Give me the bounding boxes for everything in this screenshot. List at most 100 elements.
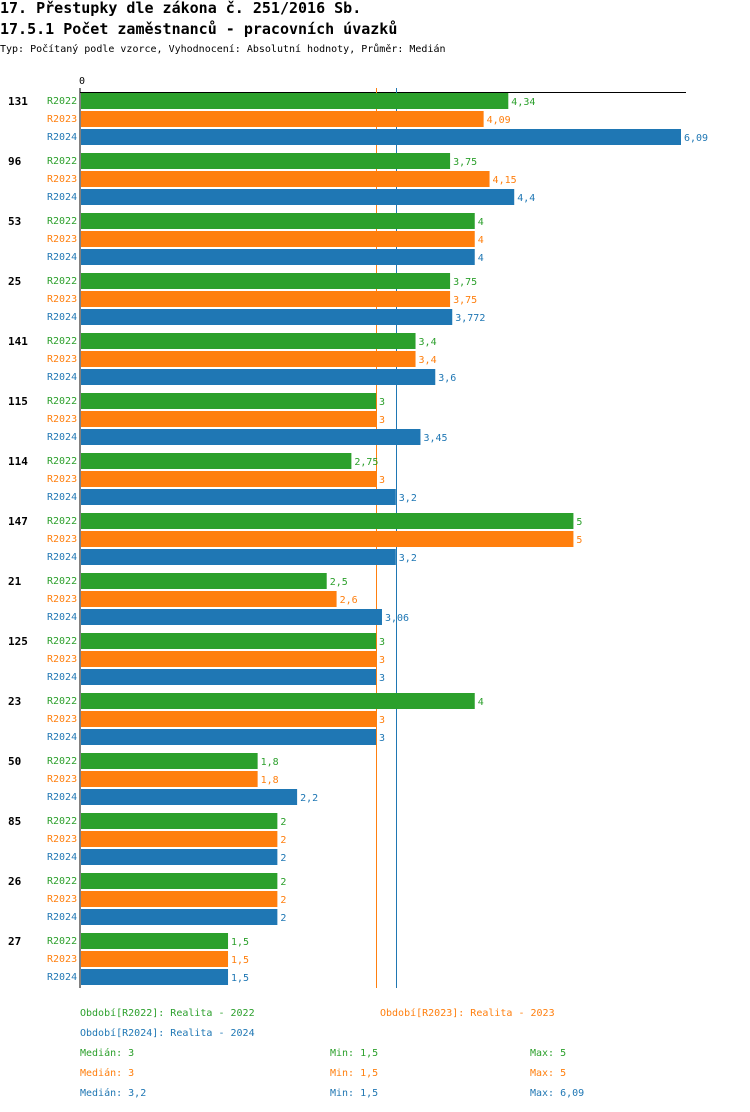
category-label: 125 [8, 635, 28, 648]
category-label: 85 [8, 815, 21, 828]
series-label-r2024: R2024 [47, 792, 77, 803]
value-label-r2023: 2 [280, 895, 286, 906]
stat-max-r2023: Max: 5 [530, 1068, 567, 1079]
bar-r2023 [81, 291, 451, 307]
category-label: 141 [8, 335, 28, 348]
value-label-r2022: 2 [280, 817, 286, 828]
legend-period-r2024: Období[R2024]: Realita - 2024 [80, 1028, 255, 1039]
series-label-r2023: R2023 [47, 354, 77, 365]
bar-r2023 [81, 231, 475, 247]
value-label-r2023: 2 [280, 835, 286, 846]
series-label-r2022: R2022 [47, 276, 77, 287]
stat-min-r2022: Min: 1,5 [330, 1048, 379, 1059]
value-label-r2023: 1,8 [261, 775, 279, 786]
value-label-r2022: 2,75 [354, 457, 378, 468]
series-label-r2023: R2023 [47, 714, 77, 725]
value-label-r2024: 2,2 [300, 793, 318, 804]
series-label-r2023: R2023 [47, 114, 77, 125]
value-label-r2024: 3,45 [423, 433, 447, 444]
bar-r2023 [81, 891, 278, 907]
category-label: 131 [8, 95, 28, 108]
category-label: 26 [8, 875, 22, 888]
bar-r2024 [81, 549, 396, 565]
series-label-r2023: R2023 [47, 414, 77, 425]
bar-r2024 [81, 369, 436, 385]
series-label-r2023: R2023 [47, 774, 77, 785]
value-label-r2023: 3,75 [453, 295, 477, 306]
series-label-r2022: R2022 [47, 156, 77, 167]
value-label-r2022: 1,5 [231, 937, 249, 948]
series-label-r2023: R2023 [47, 534, 77, 545]
value-label-r2024: 3,2 [399, 553, 417, 564]
bar-r2023 [81, 951, 229, 967]
bar-r2023 [81, 351, 416, 367]
series-label-r2024: R2024 [47, 732, 77, 743]
series-label-r2024: R2024 [47, 672, 77, 683]
series-label-r2022: R2022 [47, 336, 77, 347]
series-label-r2023: R2023 [47, 294, 77, 305]
legend-period-r2023: Období[R2023]: Realita - 2023 [380, 1008, 555, 1019]
bar-r2024 [81, 609, 382, 625]
bar-r2023 [81, 831, 278, 847]
series-label-r2022: R2022 [47, 756, 77, 767]
stat-median-r2024: Medián: 3,2 [80, 1088, 147, 1099]
category-label: 25 [8, 275, 21, 288]
series-label-r2024: R2024 [47, 972, 77, 983]
value-label-r2023: 4 [478, 235, 484, 246]
value-label-r2024: 3,772 [455, 313, 485, 324]
value-label-r2023: 3 [379, 655, 385, 666]
bar-r2022 [81, 453, 352, 469]
bar-r2024 [81, 849, 278, 865]
value-label-r2022: 4,34 [511, 97, 535, 108]
series-label-r2023: R2023 [47, 594, 77, 605]
category-label: 96 [8, 155, 22, 168]
value-label-r2023: 3 [379, 715, 385, 726]
value-label-r2022: 2 [280, 877, 286, 888]
value-label-r2024: 3,06 [385, 613, 409, 624]
series-label-r2023: R2023 [47, 234, 77, 245]
bar-r2024 [81, 249, 475, 265]
value-label-r2023: 3,4 [419, 355, 437, 366]
bar-r2022 [81, 573, 327, 589]
bar-chart: 0 131 R2022 4,34 R2023 4,09 R2024 6,09 96 R2022 3,… [8, 76, 708, 988]
bar-r2023 [81, 651, 377, 667]
series-label-r2024: R2024 [47, 372, 77, 383]
series-label-r2023: R2023 [47, 834, 77, 845]
value-label-r2023: 5 [576, 535, 582, 546]
series-label-r2022: R2022 [47, 576, 77, 587]
value-label-r2022: 1,8 [261, 757, 279, 768]
series-label-r2024: R2024 [47, 312, 77, 323]
value-label-r2023: 3 [379, 475, 385, 486]
series-label-r2024: R2024 [47, 552, 77, 563]
category-label: 27 [8, 935, 21, 948]
value-label-r2022: 3,4 [419, 337, 437, 348]
value-label-r2024: 3,6 [438, 373, 456, 384]
value-label-r2023: 3 [379, 415, 385, 426]
bar-r2022 [81, 273, 451, 289]
category-label: 115 [8, 395, 28, 408]
bar-r2022 [81, 633, 377, 649]
series-label-r2022: R2022 [47, 876, 77, 887]
bar-r2023 [81, 531, 574, 547]
category-label: 23 [8, 695, 21, 708]
value-label-r2022: 3,75 [453, 277, 477, 288]
series-label-r2022: R2022 [47, 396, 77, 407]
chart-description: Typ: Počítaný podle vzorce, Vyhodnocení:… [0, 44, 446, 55]
series-label-r2022: R2022 [47, 96, 77, 107]
chart-subtitle: 17.5.1 Počet zaměstnanců - pracovních úv… [0, 20, 398, 38]
value-label-r2024: 1,5 [231, 973, 249, 984]
value-label-r2022: 3 [379, 637, 385, 648]
series-label-r2023: R2023 [47, 174, 77, 185]
series-label-r2023: R2023 [47, 954, 77, 965]
x-axis-zero-label: 0 [79, 76, 85, 87]
bar-r2023 [81, 471, 377, 487]
category-label: 50 [8, 755, 21, 768]
series-label-r2024: R2024 [47, 612, 77, 623]
page-title: 17. Přestupky dle zákona č. 251/2016 Sb. [0, 0, 362, 17]
value-label-r2022: 3,75 [453, 157, 477, 168]
category-label: 114 [8, 455, 28, 468]
bar-r2024 [81, 489, 396, 505]
value-label-r2023: 4,09 [487, 115, 511, 126]
bar-r2022 [81, 693, 475, 709]
bar-r2022 [81, 933, 229, 949]
